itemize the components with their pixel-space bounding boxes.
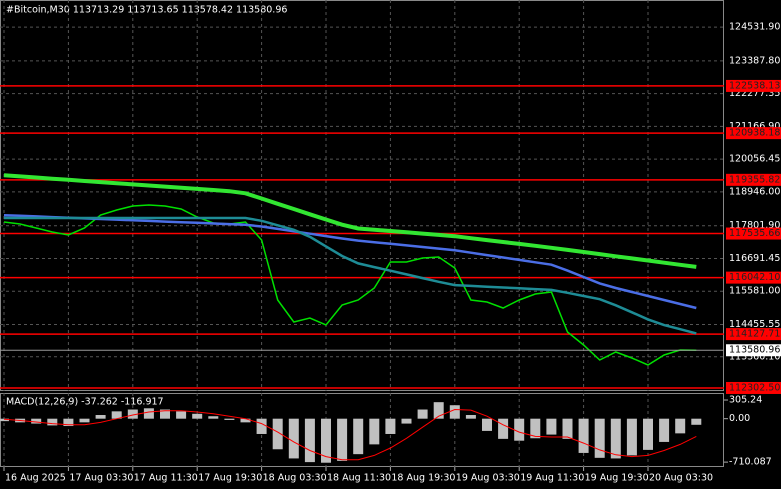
y-tick-label: 113360.10 bbox=[729, 351, 780, 362]
histogram-bar bbox=[176, 411, 187, 419]
histogram-bar bbox=[643, 418, 653, 450]
level-label-box bbox=[726, 173, 781, 186]
x-tick-label: 19 Aug 19:30 bbox=[585, 473, 649, 484]
y-tick-label: 116691.45 bbox=[729, 253, 780, 264]
histogram-bar bbox=[675, 418, 686, 434]
histogram-bar bbox=[208, 416, 219, 419]
y-tick-label: -710.087 bbox=[729, 457, 772, 468]
histogram-bar bbox=[433, 402, 444, 419]
histogram-bar bbox=[127, 409, 138, 419]
histogram-bar bbox=[111, 411, 122, 419]
main-frame bbox=[0, 0, 724, 391]
last-price-box bbox=[726, 344, 781, 357]
macd-frame bbox=[0, 393, 724, 467]
y-tick-label: 122277.35 bbox=[729, 88, 780, 99]
x-tick-label: 17 Aug 03:30 bbox=[69, 473, 133, 484]
histogram-bar bbox=[272, 418, 283, 450]
series-line bbox=[4, 216, 697, 335]
x-tick-label: 19 Aug 03:30 bbox=[456, 473, 520, 484]
histogram-bar bbox=[482, 418, 492, 431]
series-line bbox=[3, 213, 697, 310]
y-tick-label: 123387.80 bbox=[729, 55, 780, 66]
histogram-bar bbox=[385, 418, 396, 434]
level-label: 120938.18 bbox=[729, 128, 780, 139]
histogram-bar bbox=[530, 418, 541, 439]
level-label-box bbox=[726, 79, 781, 92]
histogram-bar bbox=[143, 408, 154, 419]
y-tick-label: 0.00 bbox=[729, 413, 750, 424]
y-tick-label: 118946.00 bbox=[729, 186, 780, 197]
x-tick-label: 16 Aug 2025 bbox=[5, 473, 66, 484]
x-tick-label: 17 Aug 19:30 bbox=[198, 473, 262, 484]
histogram-bar bbox=[498, 418, 509, 439]
histogram-bar bbox=[546, 418, 557, 435]
histogram-bar bbox=[369, 418, 380, 445]
x-tick-label: 19 Aug 11:30 bbox=[520, 473, 584, 484]
histogram-bar bbox=[337, 418, 348, 461]
level-label: 116042.10 bbox=[729, 272, 780, 283]
histogram-bar bbox=[160, 409, 170, 419]
x-tick-label: 18 Aug 19:30 bbox=[391, 473, 455, 484]
histogram-bar bbox=[449, 405, 460, 419]
level-label: 112302.50 bbox=[729, 382, 780, 393]
level-label-box bbox=[726, 381, 781, 394]
histogram-bar bbox=[0, 418, 9, 422]
histogram-bar bbox=[321, 418, 331, 463]
histogram-bar bbox=[659, 418, 670, 442]
level-label: 119355.82 bbox=[729, 174, 780, 185]
histogram-bar bbox=[95, 415, 106, 419]
histogram-bar bbox=[31, 418, 42, 424]
level-label-box bbox=[726, 271, 781, 284]
histogram-bar bbox=[514, 418, 525, 441]
y-tick-label: 121166.90 bbox=[729, 121, 780, 132]
level-label: 117535.66 bbox=[729, 228, 780, 239]
series-line bbox=[3, 204, 697, 366]
histogram-bar bbox=[47, 418, 58, 426]
histogram-bar bbox=[79, 418, 90, 423]
histogram-bar bbox=[562, 418, 573, 439]
x-tick-label: 18 Aug 03:30 bbox=[263, 473, 327, 484]
histogram-bar bbox=[610, 418, 621, 459]
histogram-bar bbox=[304, 418, 315, 463]
macd-title: MACD(12,26,9) -37.262 -116.917 bbox=[6, 397, 164, 408]
histogram-bar bbox=[578, 418, 589, 453]
histogram-bar bbox=[288, 418, 299, 459]
y-tick-label: 305.24 bbox=[729, 395, 762, 406]
series-line bbox=[3, 408, 697, 461]
histogram-bar bbox=[626, 418, 637, 456]
x-tick-label: 18 Aug 11:30 bbox=[327, 473, 391, 484]
histogram-bar bbox=[63, 418, 74, 427]
last-price-label: 113580.96 bbox=[729, 345, 780, 356]
level-label-box bbox=[726, 127, 781, 140]
histogram-bar bbox=[594, 418, 605, 458]
histogram-bar bbox=[401, 418, 412, 424]
y-tick-label: 120056.45 bbox=[729, 154, 780, 165]
histogram-bar bbox=[192, 413, 203, 419]
y-tick-label: 124531.90 bbox=[729, 22, 780, 33]
x-tick-label: 17 Aug 11:30 bbox=[134, 473, 198, 484]
y-tick-label: 114455.55 bbox=[729, 319, 780, 330]
level-label-box bbox=[726, 328, 781, 341]
x-tick-label: 20 Aug 03:30 bbox=[649, 473, 713, 484]
y-tick-label: 115581.00 bbox=[729, 286, 780, 297]
chart-title: #Bitcoin,M30 113713.29 113713.65 113578.… bbox=[6, 5, 287, 16]
histogram-bar bbox=[353, 418, 364, 455]
level-label: 122538.13 bbox=[729, 80, 780, 91]
histogram-bar bbox=[417, 409, 428, 419]
histogram-bar bbox=[691, 418, 702, 425]
histogram-bar bbox=[465, 415, 476, 419]
level-label-box bbox=[726, 227, 781, 240]
histogram-bar bbox=[256, 418, 267, 434]
series-line bbox=[3, 173, 697, 269]
level-label: 114127.71 bbox=[729, 329, 780, 340]
y-tick-label: 117801.90 bbox=[729, 220, 780, 231]
histogram-bar bbox=[240, 418, 251, 423]
histogram-bar bbox=[224, 418, 235, 420]
